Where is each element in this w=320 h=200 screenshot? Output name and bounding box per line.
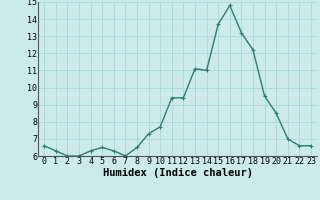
X-axis label: Humidex (Indice chaleur): Humidex (Indice chaleur)	[103, 168, 252, 178]
